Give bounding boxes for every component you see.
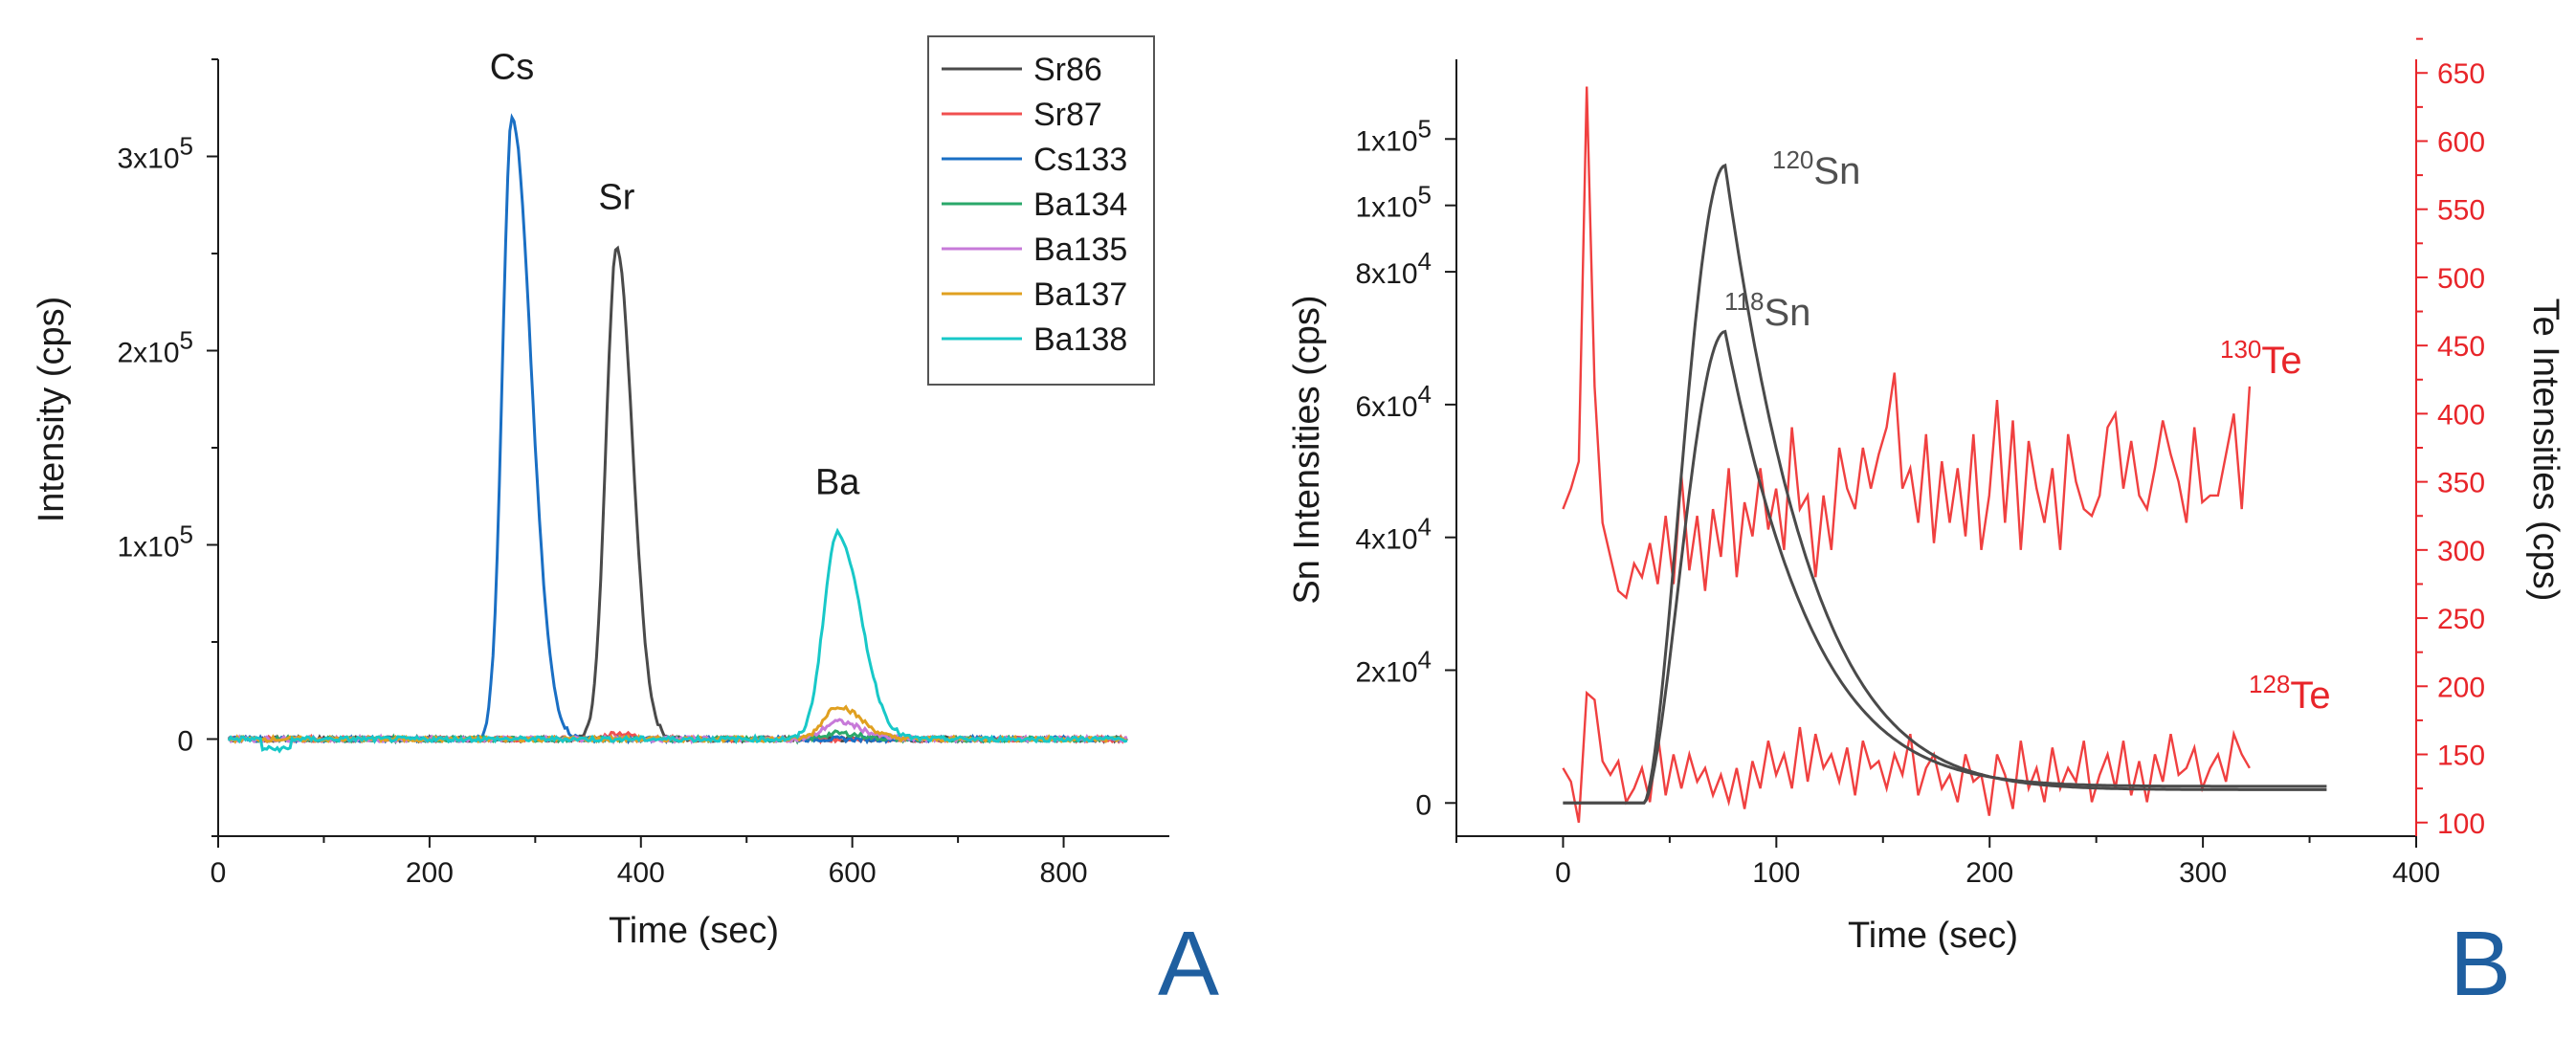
panel-b-chart: 0 100 200 300 40002x1044x1046x1048x1041x1051… (1287, 37, 2565, 1015)
annotation-sn120-element: Sn (1813, 150, 1860, 192)
panel-b-left-y-tick-label-base: 6x10 (1355, 391, 1417, 423)
legend-label-ba135: Ba135 (1033, 232, 1127, 268)
panel-b-left-y-tick-label-exp: 4 (1418, 380, 1432, 409)
panel-b-right-y-tick-label: 150 (2437, 741, 2485, 772)
series-line-sn120 (1563, 163, 2327, 805)
panel-b-left-y-tick-label: 1x105 (1355, 181, 1432, 224)
panel-a-x-tick-label: 800 (1040, 857, 1088, 889)
panel-a-x-tick-label: 600 (829, 857, 877, 889)
series-line-te130 (1562, 86, 2252, 600)
panel-b-axes (1455, 59, 2417, 837)
panel-a-x-tick-label: 400 (617, 857, 665, 889)
panel-b-left-y-tick-label-exp: 4 (1418, 247, 1432, 276)
panel-b-left-y-tick-label: 2x104 (1355, 645, 1432, 688)
panel-a-y-tick-label: 0 (177, 726, 193, 758)
panel-b-right-y-tick-label: 650 (2437, 58, 2485, 90)
panel-b-right-y-tick-label: 100 (2437, 808, 2485, 840)
panel-a-annotations: Cs Sr Ba (490, 47, 860, 502)
panel-b-right-y-tick-label: 250 (2437, 604, 2485, 635)
panel-a-y-tick-label-base: 0 (177, 726, 193, 758)
panel-b-right-y-tick-label: 300 (2437, 536, 2485, 567)
panel-b-left-y-tick-label-exp: 4 (1418, 513, 1432, 542)
panel-a-x-tick-label: 200 (406, 857, 454, 889)
panel-a-series-lines (227, 113, 1128, 754)
legend-box (927, 35, 1155, 386)
annotation-te128-element: Te (2290, 674, 2330, 717)
panel-a-y-tick-label-base: 2x10 (117, 338, 179, 369)
panel-b-right-y-tick-label: 450 (2437, 331, 2485, 363)
panel-a-x-axis-label: Time (sec) (609, 911, 779, 951)
legend-label-ba134: Ba134 (1033, 187, 1127, 223)
annotation-sn120-mass: 120 (1772, 145, 1813, 174)
peak-label-sr: Sr (598, 177, 634, 217)
legend-label-sr86: Sr86 (1033, 52, 1102, 88)
panel-b-series-lines (1562, 86, 2327, 824)
peak-label-ba: Ba (815, 463, 860, 503)
panel-b-left-y-tick-label-exp: 5 (1418, 181, 1432, 210)
annotation-te128: 128Te (2249, 670, 2331, 717)
panel-b-x-tick-label: 0 (1555, 857, 1571, 889)
series-line-sn118 (1563, 329, 2327, 805)
panel-b-left-y-tick-label-base: 4x10 (1355, 524, 1417, 556)
panel-b-right-y-tick-label: 550 (2437, 195, 2485, 227)
panel-b-right-y-tick-label: 500 (2437, 263, 2485, 295)
panel-b-left-y-tick-label-base: 2x10 (1355, 656, 1417, 688)
panel-a-y-tick-label-base: 1x10 (117, 532, 179, 564)
panel-a-y-tick-label-exp: 5 (180, 326, 193, 355)
panel-a-y-axis-label: Intensity (cps) (32, 297, 72, 523)
panel-b-right-y-tick-label: 200 (2437, 672, 2485, 703)
panel-b-right-y-axis-label: Te Intensities (cps) (2525, 298, 2565, 602)
panel-b-x-tick-label: 100 (1752, 857, 1800, 889)
annotation-sn118-element: Sn (1764, 292, 1810, 334)
panel-b-left-y-tick-label-base: 0 (1415, 789, 1432, 821)
series-line-te128 (1562, 690, 2251, 824)
panel-b-x-axis-label: Time (sec) (1848, 916, 2018, 956)
panel-a-x-tick-label: 0 (211, 857, 227, 889)
panel-b-left-y-tick-label: 8x104 (1355, 247, 1432, 290)
legend-label-ba137: Ba137 (1033, 276, 1127, 313)
panel-label-a: A (1158, 913, 1219, 1015)
panel-a-y-tick-label-base: 3x10 (117, 144, 179, 175)
legend-label-ba138: Ba138 (1033, 321, 1127, 358)
panel-b-left-y-tick-label: 1x105 (1355, 114, 1432, 157)
annotation-sn118-mass: 118 (1724, 287, 1764, 316)
legend-label-cs133: Cs133 (1033, 142, 1127, 178)
panel-b-left-y-tick-label-exp: 4 (1418, 645, 1432, 674)
panel-a-y-tick-label: 3x105 (117, 132, 193, 175)
annotation-te130: 130Te (2220, 335, 2302, 382)
panel-b-left-y-tick-label-base: 1x10 (1355, 125, 1417, 157)
annotation-te130-element: Te (2261, 340, 2301, 382)
panel-b-left-y-tick-label: 6x104 (1355, 380, 1432, 423)
peak-label-cs: Cs (490, 47, 534, 87)
panel-b-x-tick-label: 400 (2392, 857, 2440, 889)
panel-a-y-tick-label-exp: 5 (180, 132, 193, 161)
panel-b-left-y-tick-label: 0 (1415, 789, 1432, 821)
panel-a-y-tick-label: 1x105 (117, 520, 193, 564)
panel-label-b: B (2450, 913, 2511, 1015)
annotation-sn118: 118Sn (1724, 287, 1810, 334)
panel-b-right-y-tick-label: 400 (2437, 399, 2485, 431)
panel-b-left-y-axis-label: Sn Intensities (cps) (1287, 295, 1327, 604)
panel-b-left-y-tick-label-base: 1x10 (1355, 192, 1417, 224)
annotation-te128-mass: 128 (2249, 670, 2290, 698)
panel-b-x-tick-label: 200 (1965, 857, 2013, 889)
panel-b-left-y-tick-label-exp: 5 (1418, 114, 1432, 143)
panel-b-left-y-tick-label: 4x104 (1355, 513, 1432, 556)
panel-a-y-tick-label: 2x105 (117, 326, 193, 369)
panel-a-legend: Sr86 Sr87 Cs133 Ba134 Ba135 Ba137 Ba138 (927, 35, 1155, 386)
panel-b-left-y-tick-label-base: 8x10 (1355, 258, 1417, 290)
series-line-ba138 (227, 527, 1128, 754)
legend-label-sr87: Sr87 (1033, 97, 1102, 133)
panel-b-right-y-tick-label: 600 (2437, 126, 2485, 158)
panel-b-right-y-tick-label: 350 (2437, 468, 2485, 499)
annotation-te130-mass: 130 (2220, 335, 2261, 364)
panel-a-y-tick-label-exp: 5 (180, 520, 193, 549)
annotation-sn120: 120Sn (1772, 145, 1860, 192)
panel-b-x-tick-label: 300 (2179, 857, 2227, 889)
panel-b-ticks: 0 100 200 300 40002x1044x1046x1048x1041x1051… (1355, 37, 2485, 889)
